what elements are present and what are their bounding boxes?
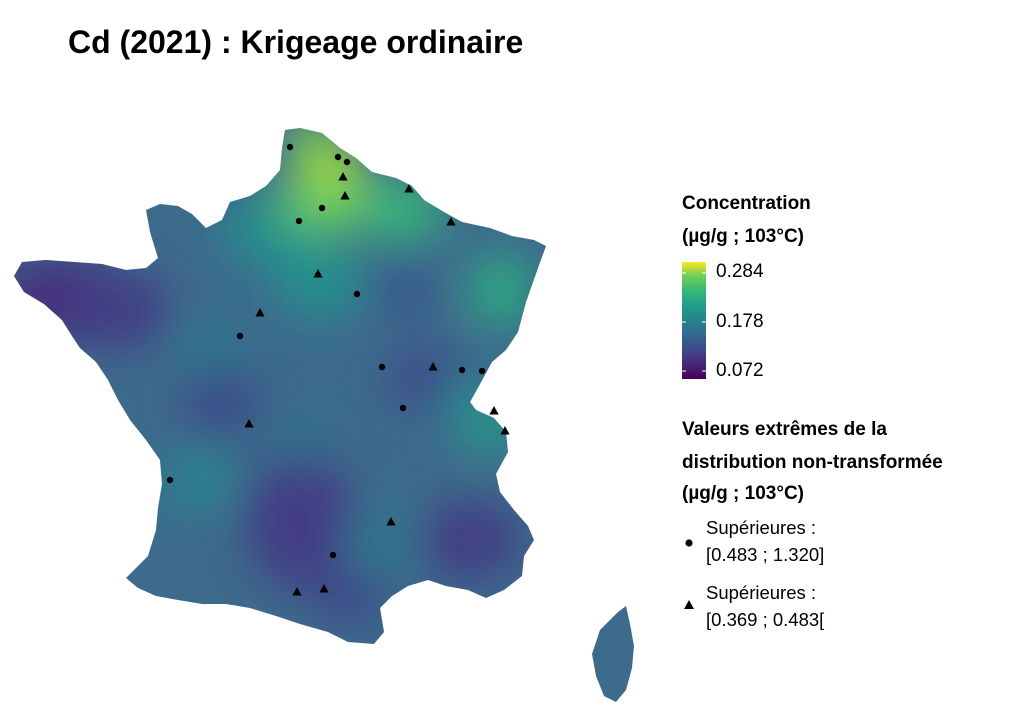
extremes-legend-title-line1: Valeurs extrêmes de la (682, 419, 887, 440)
sample-point-circle (166, 476, 174, 484)
sample-point-triangle (489, 406, 499, 415)
sample-point-triangle (428, 362, 438, 371)
extremes-legend-unit: (µg/g ; 103°C) (682, 483, 804, 504)
extremes-legend-title-line2: distribution non-transformée (682, 452, 943, 473)
legend-circle-label-line2: [0.483 ; 1.320] (706, 544, 825, 565)
sample-point-circle (236, 332, 244, 340)
sample-point-triangle (313, 269, 323, 278)
concentration-legend-title: Concentration (682, 193, 811, 214)
sample-point-circle (329, 551, 337, 559)
colorbar-tick-max: 0.284 (716, 261, 764, 282)
legend-triangle-label-line2: [0.369 ; 0.483[ (706, 609, 825, 630)
sample-point-triangle (244, 419, 254, 428)
sample-point-circle (343, 158, 351, 166)
legend-circle-icon (685, 539, 693, 547)
legend-circle-label-line1: Supérieures : (706, 517, 817, 538)
colorbar-tick-mid: 0.178 (716, 311, 764, 332)
triangle-markers (244, 172, 510, 596)
legend-triangle-label-line1: Supérieures : (706, 582, 817, 603)
sample-point-circle (318, 204, 326, 212)
sample-point-circle (378, 363, 386, 371)
sample-point-triangle (338, 172, 348, 181)
sample-point-triangle (319, 584, 329, 593)
sample-point-triangle (255, 308, 265, 317)
colorbar-tick-min: 0.072 (716, 360, 764, 381)
sample-point-triangle (386, 517, 396, 526)
sample-point-circle (334, 153, 342, 161)
sample-point-triangle (404, 184, 414, 193)
sample-point-circle (399, 404, 407, 412)
sample-point-triangle (340, 191, 350, 200)
sample-point-triangle (500, 426, 510, 435)
concentration-legend-unit: (µg/g ; 103°C) (682, 226, 804, 247)
sample-point-circle (295, 217, 303, 225)
page-title: Cd (2021) : Krigeage ordinaire (68, 24, 524, 60)
sample-point-triangle (292, 587, 302, 596)
sample-point-triangle (446, 217, 456, 226)
sample-point-circle (478, 367, 486, 375)
sample-point-circle (286, 143, 294, 151)
kriging-surface (14, 128, 634, 702)
france-map (14, 128, 634, 702)
circle-markers (166, 143, 486, 559)
colorbar (682, 262, 706, 379)
sample-point-circle (458, 366, 466, 374)
legend-triangle-icon (684, 600, 694, 609)
sample-point-circle (353, 290, 361, 298)
